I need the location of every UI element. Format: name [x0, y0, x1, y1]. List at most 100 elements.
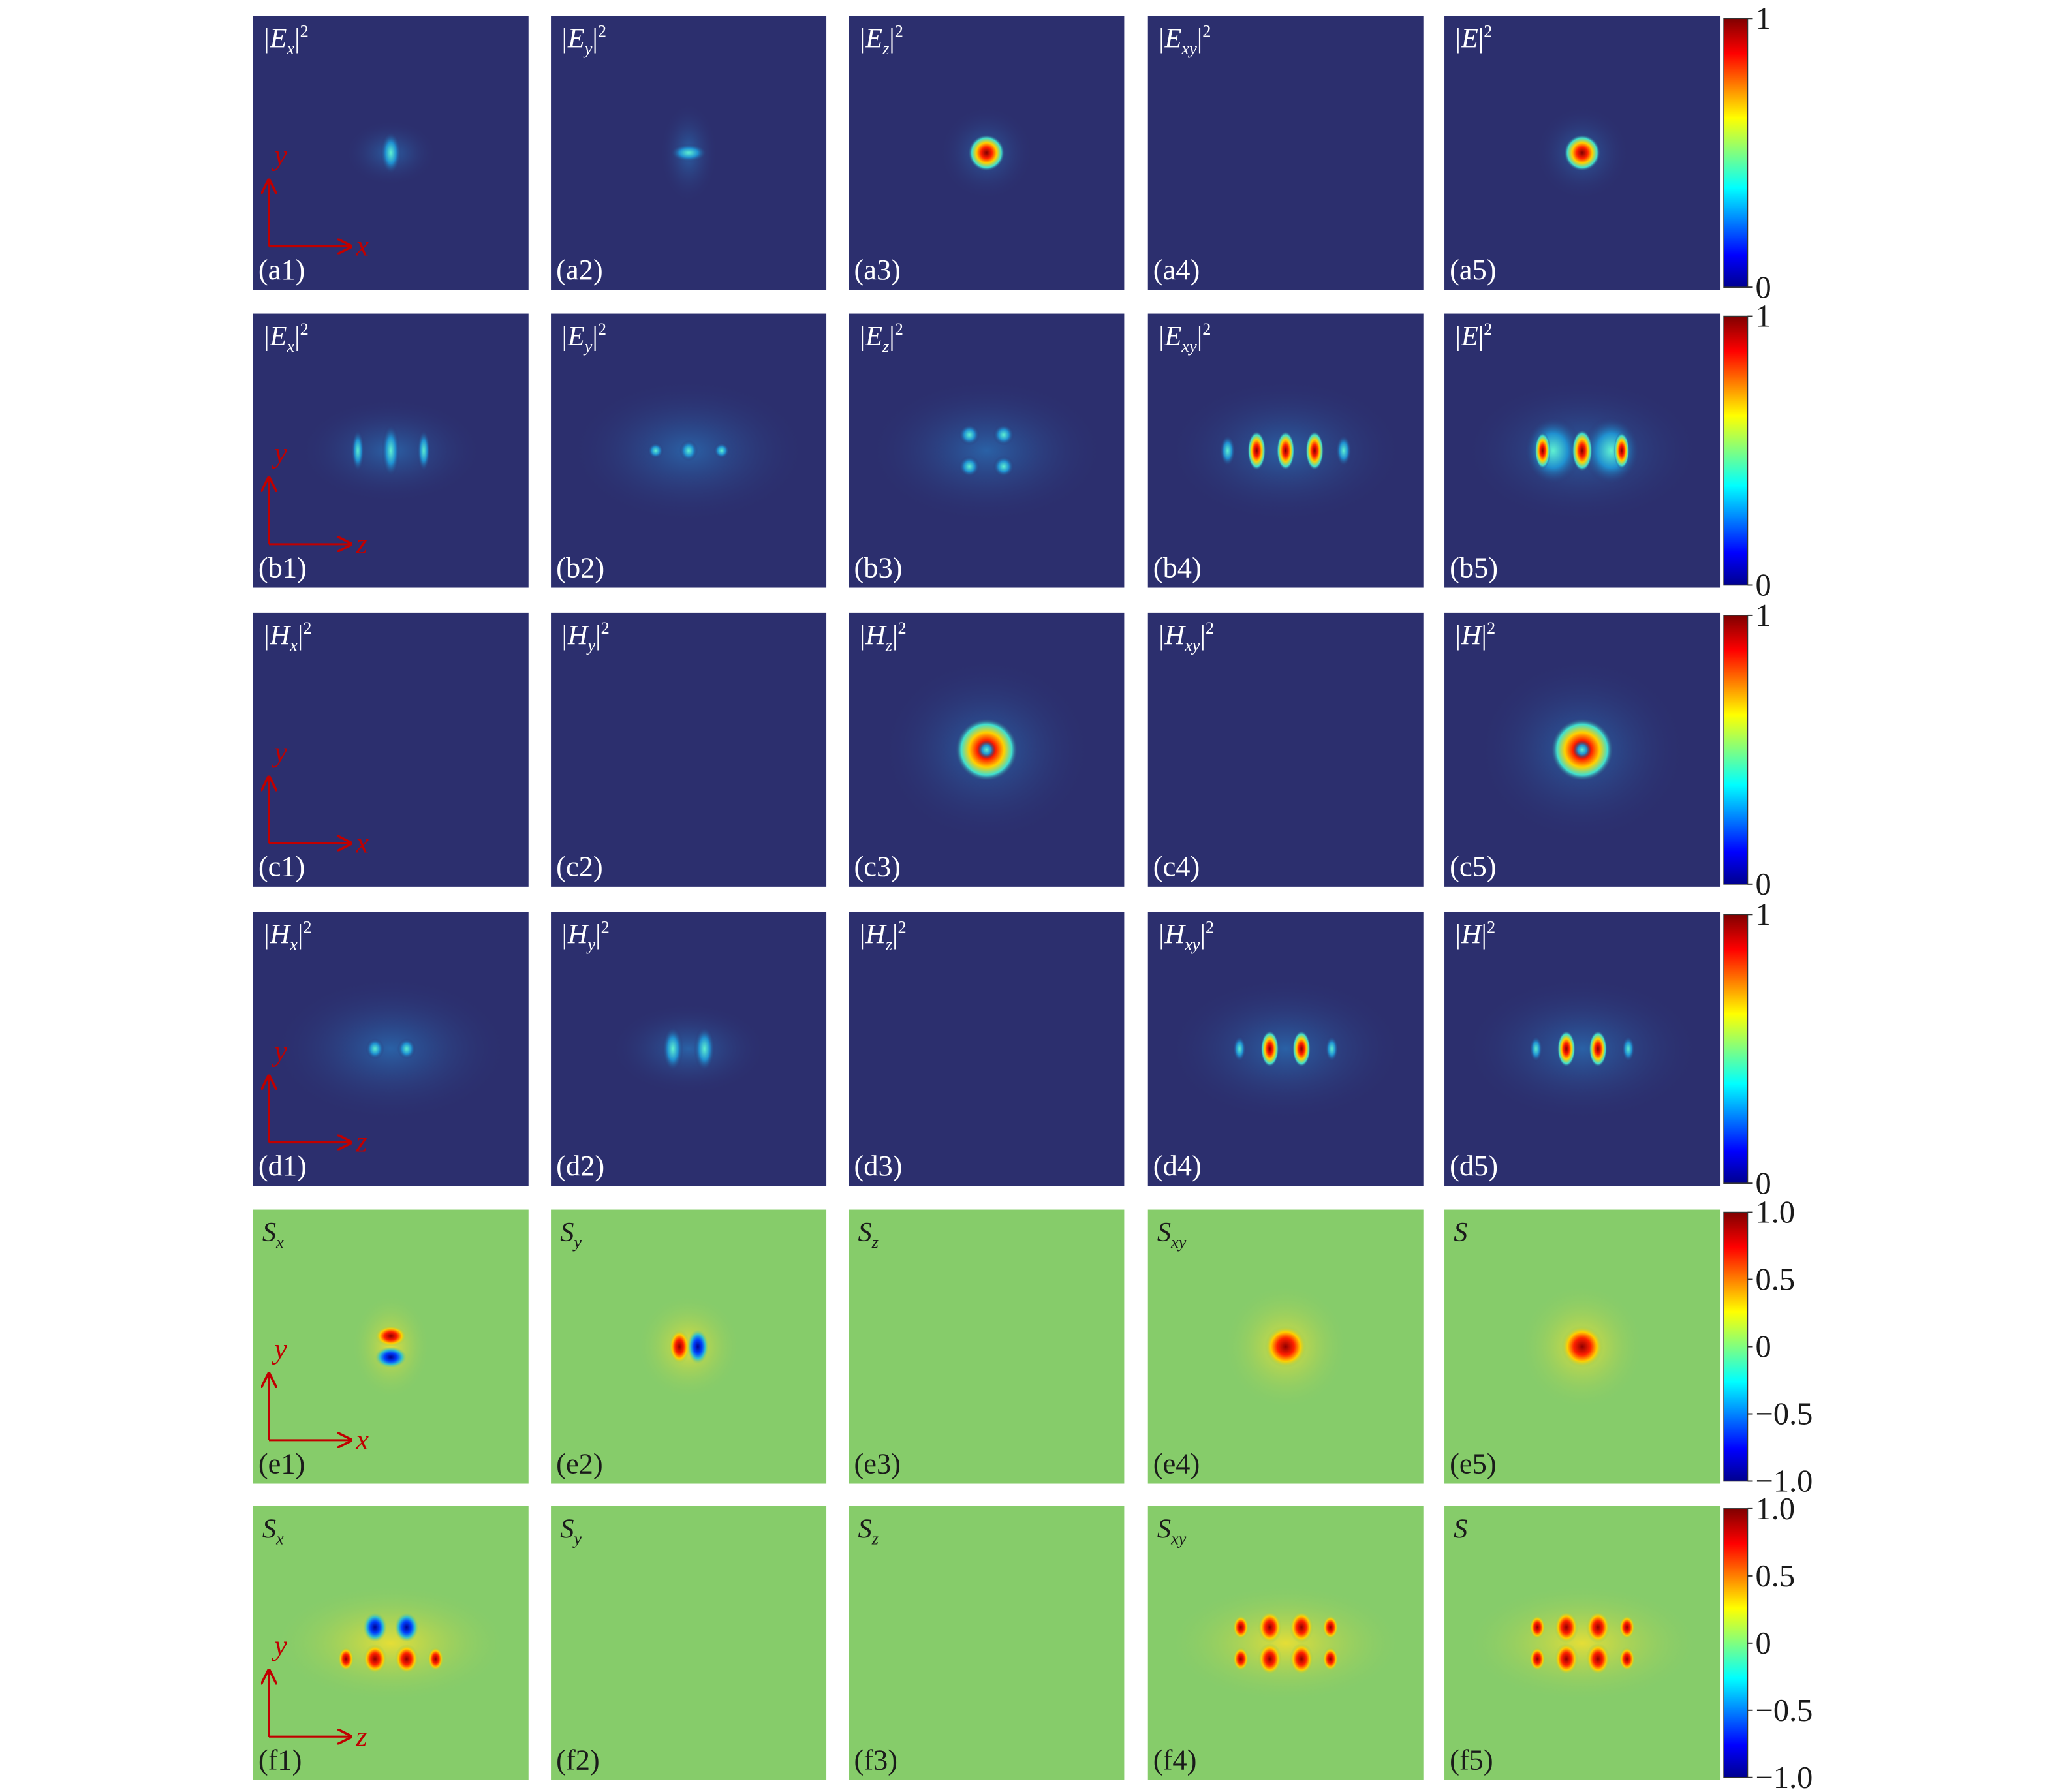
colorbar-tick-label: −0.5	[1756, 1693, 1813, 1728]
panel-title: |Ez|2	[858, 22, 903, 58]
title-close: |	[294, 23, 300, 54]
field-pattern	[1292, 1030, 1311, 1068]
panel: S (f5)	[1444, 1506, 1721, 1780]
title-superscript: 2	[898, 619, 907, 638]
panel: |Hxy|2 (c4)	[1147, 612, 1424, 887]
panel: Sxy (e4)	[1147, 1209, 1424, 1484]
colorbar-tick-label: 0	[1756, 1166, 1771, 1201]
title-close: |	[298, 919, 304, 950]
title-close: |	[1481, 620, 1486, 651]
title-base: |H	[262, 919, 292, 950]
field-pattern	[662, 1026, 684, 1072]
axis-label: x	[355, 826, 369, 859]
title-base: |E	[858, 321, 883, 352]
title-subscript: x	[289, 935, 298, 954]
panel-label: (e4)	[1153, 1447, 1200, 1479]
field-pattern	[1232, 1036, 1247, 1062]
panel-title: Sxy	[1157, 1217, 1187, 1252]
title-superscript: 2	[1484, 22, 1492, 41]
colorbar-tick-label: 1	[1756, 1, 1771, 36]
panel-label: (c5)	[1450, 850, 1497, 883]
field-pattern	[968, 134, 1005, 172]
panel: |Hy|2 (d2)	[551, 912, 827, 1186]
panel-title: Sz	[858, 1513, 879, 1548]
panel: |Ex|2(a1)yx	[253, 16, 529, 290]
field-pattern	[1613, 432, 1630, 469]
panel-title: Sy	[560, 1513, 582, 1548]
colorbar	[1723, 315, 1749, 586]
title-superscript: 2	[300, 22, 309, 41]
panel-label: (f4)	[1153, 1744, 1197, 1776]
panel-label: (a1)	[258, 253, 305, 286]
title-superscript: 2	[895, 320, 903, 339]
panel-label: (d3)	[854, 1149, 902, 1182]
title-close: |	[889, 23, 895, 54]
panel-title: |Hy|2	[560, 918, 610, 954]
colorbar	[1723, 615, 1749, 885]
field-pattern	[375, 1325, 407, 1347]
title-close: |	[595, 919, 601, 950]
field-pattern	[713, 442, 730, 459]
title-base: S	[262, 1217, 276, 1248]
title-superscript: 2	[598, 320, 606, 339]
panel-label: (c2)	[556, 850, 603, 883]
field-pattern	[1322, 1615, 1339, 1639]
panel-title: |Hxy|2	[1157, 619, 1214, 655]
panel: Sz (f3)	[849, 1506, 1125, 1780]
panel-title: |H|2	[1454, 619, 1495, 651]
panel: |Ez|2 (a3)	[849, 16, 1125, 290]
axis-label: y	[272, 1333, 287, 1365]
panel-label: (b3)	[854, 551, 902, 583]
panel-label: (f2)	[556, 1744, 600, 1776]
axis-label: z	[355, 1720, 367, 1752]
title-superscript: 2	[1206, 918, 1214, 937]
title-base: |H	[560, 620, 589, 651]
panel-title: |H|2	[1454, 918, 1495, 950]
title-superscript: 2	[898, 918, 907, 937]
panel-label: (a5)	[1450, 253, 1497, 286]
axis-label: x	[355, 230, 369, 262]
field-pattern	[1232, 1646, 1249, 1671]
field-pattern	[958, 424, 980, 446]
panel-label: (f1)	[258, 1744, 302, 1776]
title-base: S	[1454, 1217, 1467, 1248]
title-subscript: xy	[1181, 39, 1197, 58]
panel-title: Sx	[262, 1217, 284, 1252]
title-close: |	[1481, 919, 1486, 950]
panel: |Hx|2(c1)yx	[253, 612, 529, 887]
field-pattern	[1167, 1583, 1405, 1703]
field-pattern	[397, 1038, 416, 1060]
field-pattern	[694, 1026, 715, 1072]
panel-label: (b5)	[1450, 551, 1498, 583]
title-subscript: xy	[1170, 1233, 1187, 1252]
title-superscript: 2	[303, 918, 311, 937]
field-pattern	[1305, 431, 1324, 471]
panel: |Hxy|2 (d4)	[1147, 912, 1424, 1186]
title-base: |E	[262, 23, 287, 54]
colorbar-tick-label: 0	[1756, 1330, 1771, 1365]
title-base: |H	[262, 620, 292, 651]
title-close: |	[294, 321, 300, 352]
title-base: S	[1157, 1217, 1171, 1248]
field-pattern	[363, 1613, 387, 1642]
panel: Sz (e3)	[849, 1209, 1125, 1484]
panel-label: (b1)	[258, 551, 307, 583]
title-base: |E	[858, 23, 883, 54]
colorbar	[1723, 1508, 1749, 1778]
panel: |H|2 (c5)	[1444, 612, 1721, 887]
panel-title: |E|2	[1454, 22, 1492, 54]
title-subscript: z	[885, 935, 892, 954]
panel-title: Sy	[560, 1217, 582, 1252]
panel: |Ex|2 (b1) y z	[253, 313, 529, 588]
colorbar-tick-label: 1	[1756, 897, 1771, 932]
title-superscript: 2	[598, 22, 606, 41]
panel-title: |Hxy|2	[1157, 918, 1214, 954]
title-base: |H	[858, 620, 888, 651]
panel: |Ez|2 (b3)	[849, 313, 1125, 588]
field-pattern	[1619, 1615, 1635, 1639]
field-pattern	[670, 144, 708, 162]
panel-title: |Ex|2	[262, 22, 309, 58]
field-pattern	[428, 1646, 444, 1671]
panel-title: Sx	[262, 1513, 284, 1548]
title-subscript: xy	[1184, 935, 1200, 954]
